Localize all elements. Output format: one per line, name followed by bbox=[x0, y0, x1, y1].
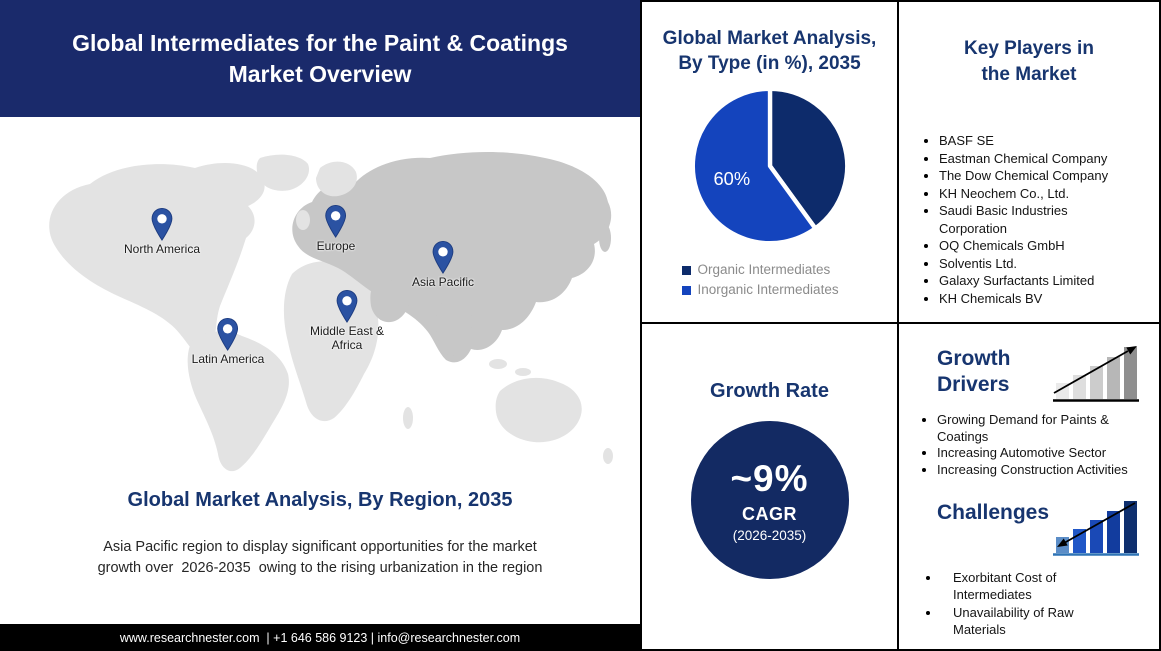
map-region-label: Latin America bbox=[191, 352, 265, 366]
challenges-heading: Challenges bbox=[937, 501, 1050, 524]
cagr-badge: ~9% CAGR (2026-2035) bbox=[690, 421, 849, 579]
list-item: OQ Chemicals GmbH bbox=[939, 237, 1139, 255]
growth-drivers-block: Growth Drivers Growing Demand for bbox=[899, 340, 1159, 478]
legend-item: Inorganic Intermediates bbox=[681, 280, 858, 300]
challenges-block: Challenges Exorbitant Cost of Intermedia… bbox=[899, 494, 1159, 638]
list-item: KH Neochem Co., Ltd. bbox=[939, 185, 1139, 203]
region-analysis-description: Asia Pacific region to display significa… bbox=[80, 537, 560, 579]
list-item: Galaxy Surfactants Limited bbox=[939, 272, 1139, 290]
title-banner: Global Intermediates for the Paint & Coa… bbox=[0, 0, 640, 117]
type-analysis-section: Global Market Analysis, By Type (in %), … bbox=[642, 2, 897, 324]
pie-slice bbox=[767, 86, 849, 231]
world-map: North America Europe Asia Pacific bbox=[20, 146, 640, 478]
map-pin-europe: Europe bbox=[316, 204, 356, 253]
drivers-challenges-section: Growth Drivers Growing Demand for bbox=[899, 340, 1159, 651]
legend-label: Organic Intermediates bbox=[697, 262, 831, 277]
list-item: Growing Demand for Paints & Coatings bbox=[937, 412, 1152, 445]
map-pin-icon bbox=[151, 207, 173, 241]
list-item: Increasing Construction Activities bbox=[937, 462, 1152, 479]
map-pin-icon bbox=[336, 289, 358, 323]
heading-line: Growth bbox=[937, 347, 1011, 370]
page-title: Global Intermediates for the Paint & Coa… bbox=[72, 29, 568, 87]
map-region-label: Asia Pacific bbox=[411, 275, 475, 289]
growth-rate-section: Growth Rate ~9% CAGR (2026-2035) bbox=[642, 324, 897, 649]
type-analysis-heading: Global Market Analysis, By Type (in %), … bbox=[642, 2, 897, 76]
list-item: Exorbitant Cost of Intermediates bbox=[941, 570, 1091, 603]
list-item: BASF SE bbox=[939, 132, 1139, 150]
list-item: Saudi Basic Industries Corporation bbox=[939, 202, 1139, 237]
challenges-header: Challenges bbox=[899, 494, 1159, 562]
legend-label: Inorganic Intermediates bbox=[697, 282, 839, 297]
middle-panel: Global Market Analysis, By Type (in %), … bbox=[640, 0, 899, 651]
description-text: Asia Pacific region to display significa… bbox=[97, 539, 537, 576]
map-pin-icon bbox=[432, 240, 454, 274]
map-pin-icon bbox=[217, 317, 239, 351]
map-region-label: North America bbox=[123, 242, 201, 256]
region-analysis-heading: Global Market Analysis, By Region, 2035 bbox=[127, 489, 513, 511]
map-pin-middle-east-africa: Middle East & Africa bbox=[308, 289, 386, 352]
map-pin-north-america: North America bbox=[124, 207, 200, 256]
cagr-label: CAGR bbox=[742, 503, 797, 524]
map-pin-latin-america: Latin America bbox=[191, 317, 265, 366]
map-pin-icon bbox=[325, 204, 347, 238]
legend-item: Organic Intermediates bbox=[681, 260, 858, 280]
key-players-section: Key Players in the Market BASF SEEastman… bbox=[899, 2, 1159, 324]
heading-line: Global Market Analysis, bbox=[662, 28, 877, 49]
heading-line: Drivers bbox=[937, 373, 1010, 396]
heading-line: the Market bbox=[981, 64, 1077, 85]
heading-line: By Type (in %), 2035 bbox=[678, 53, 861, 74]
left-panel: Global Intermediates for the Paint & Coa… bbox=[0, 0, 640, 651]
growth-rate-heading: Growth Rate bbox=[710, 380, 829, 402]
pie-legend: Organic Intermediates Inorganic Intermed… bbox=[681, 260, 858, 300]
key-players-heading: Key Players in the Market bbox=[899, 2, 1159, 88]
world-map-image bbox=[49, 152, 613, 472]
bar-chart-declining-arrow-icon bbox=[1053, 501, 1139, 556]
pie-data-label: 60% bbox=[713, 168, 750, 189]
growth-drivers-heading: Growth Drivers bbox=[937, 346, 1011, 398]
description-text: owing to the rising urbanization in the … bbox=[258, 560, 543, 576]
list-item: KH Chemicals BV bbox=[939, 290, 1139, 308]
legend-swatch-organic bbox=[681, 265, 691, 275]
map-region-label: Middle East & Africa bbox=[309, 324, 385, 352]
list-item: Increasing Automotive Sector bbox=[937, 445, 1152, 462]
cagr-period: (2026-2035) bbox=[732, 527, 807, 543]
right-panel: Key Players in the Market BASF SEEastman… bbox=[899, 0, 1161, 651]
pie-chart: 60% bbox=[690, 86, 849, 246]
map-pin-asia-pacific: Asia Pacific bbox=[412, 240, 474, 289]
heading-line: Key Players in bbox=[964, 38, 1094, 59]
list-item: The Dow Chemical Company bbox=[939, 167, 1139, 185]
key-players-list: BASF SEEastman Chemical CompanyThe Dow C… bbox=[899, 132, 1139, 307]
bar-chart-rising-arrow-icon bbox=[1053, 346, 1139, 402]
growth-drivers-list: Growing Demand for Paints & CoatingsIncr… bbox=[899, 412, 1152, 478]
list-item: Unavailability of Raw Materials bbox=[941, 605, 1091, 638]
list-item: Eastman Chemical Company bbox=[939, 150, 1139, 168]
map-region-label: Europe bbox=[316, 239, 356, 253]
challenges-list: Exorbitant Cost of IntermediatesUnavaila… bbox=[899, 570, 1091, 638]
growth-drivers-header: Growth Drivers bbox=[899, 340, 1159, 408]
footer-contact-text: www.researchnester.com | +1 646 586 9123… bbox=[119, 630, 521, 645]
pie-slice bbox=[690, 86, 818, 246]
forecast-period: 2026-2035 bbox=[181, 560, 251, 576]
legend-swatch-inorganic bbox=[681, 285, 691, 295]
cagr-value: ~9% bbox=[730, 457, 809, 499]
list-item: Solventis Ltd. bbox=[939, 255, 1139, 273]
footer-bar: www.researchnester.com | +1 646 586 9123… bbox=[0, 624, 640, 651]
